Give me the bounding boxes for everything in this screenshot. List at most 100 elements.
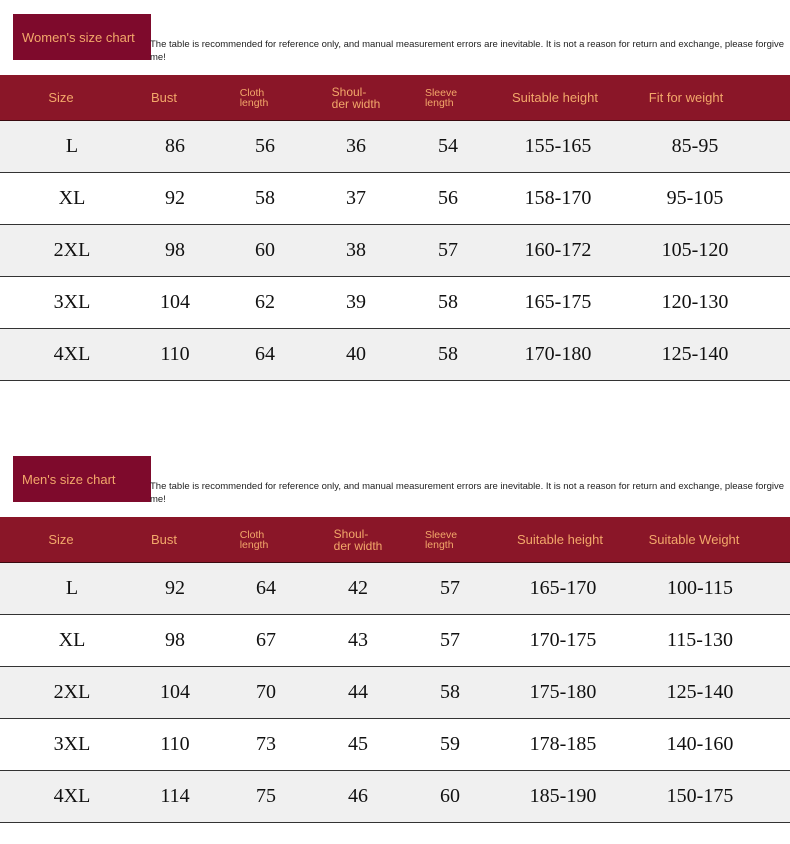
table-cell: 95-105 [666,187,724,209]
table-cell: 98 [165,629,185,651]
table-cell: 150-175 [666,785,734,807]
table-cell: 125-140 [666,681,734,703]
table-cell: 44 [348,681,368,703]
table-row: 2XL 104 70 44 58 175-180 125-140 [0,667,790,719]
table-cell: 98 [165,239,185,261]
column-header: Bust [150,532,178,547]
table-cell: 58 [440,681,460,703]
men-size-chart: Men's size chart The table is recommended… [0,456,790,826]
chart-title: Men's size chart [13,456,151,502]
table-cell: 67 [256,629,276,651]
table-cell: 60 [440,785,460,807]
table-cell: 70 [256,681,276,703]
table-cell: 57 [440,577,460,599]
table-cell: 170-175 [529,629,597,651]
table-cell: 92 [165,577,185,599]
table-cell: 36 [346,135,366,157]
column-header: Size [48,532,74,547]
column-header: Suitable height [516,532,604,547]
table-cell: 105-120 [661,239,729,261]
table-cell: 45 [348,733,368,755]
table-cell: 4XL [53,785,91,807]
table-cell: 110 [160,343,190,365]
table-cell: 178-185 [529,733,597,755]
table-cell: 64 [256,577,276,599]
table-cell: 42 [348,577,368,599]
table-cell: L [65,135,79,157]
table-cell: 175-180 [529,681,597,703]
table-header: Size Bust Cloth length Shoul- der width Slee… [0,517,790,564]
table-cell: 56 [255,135,275,157]
table-row: L 86 56 36 54 155-165 85-95 [0,121,790,173]
table-cell: 57 [438,239,458,261]
table-cell: 46 [348,785,368,807]
table-row: 4XL 114 75 46 60 185-190 150-175 [0,771,790,823]
column-header: Suitable Weight [648,532,740,547]
column-header: Cloth length [239,86,269,109]
table-row: L 92 64 42 57 165-170 100-115 [0,563,790,615]
table-row: 4XL 110 64 40 58 170-180 125-140 [0,329,790,381]
chart-title: Women's size chart [13,14,151,60]
table-cell: 60 [255,239,275,261]
table-row: 3XL 110 73 45 59 178-185 140-160 [0,719,790,771]
table-cell: 115-130 [667,629,733,651]
disclaimer-note: The table is recommended for reference o… [150,39,785,63]
table-cell: 100-115 [667,577,733,599]
table-cell: 2XL [53,239,91,261]
table-cell: 38 [346,239,366,261]
table-cell: 140-160 [666,733,734,755]
table-cell: 40 [346,343,366,365]
table-cell: 110 [160,733,190,755]
table-cell: 43 [348,629,368,651]
column-header: Suitable height [511,90,599,105]
table-cell: XL [58,187,86,209]
table-cell: 58 [438,343,458,365]
table-row: 2XL 98 60 38 57 160-172 105-120 [0,225,790,277]
table-cell: 54 [438,135,458,157]
table-cell: 3XL [53,733,91,755]
table-cell: 59 [440,733,460,755]
table-cell: 62 [255,291,275,313]
column-header: Sleeve length [424,528,458,551]
table-cell: 170-180 [524,343,592,365]
women-size-chart: Women's size chart The table is recommend… [0,14,790,384]
table-cell: XL [58,629,86,651]
table-cell: L [65,577,79,599]
table-cell: 125-140 [661,343,729,365]
table-cell: 120-130 [661,291,729,313]
disclaimer-note: The table is recommended for reference o… [150,481,785,505]
table-cell: 58 [255,187,275,209]
table-cell: 92 [165,187,185,209]
table-cell: 86 [165,135,185,157]
column-header: Shoul- der width [331,84,381,111]
column-header: Cloth length [239,528,269,551]
table-cell: 85-95 [671,135,719,157]
column-header: Sleeve length [424,86,458,109]
table-cell: 64 [255,343,275,365]
table-header: Size Bust Cloth length Shoul- der width Slee… [0,75,790,122]
column-header: Size [48,90,74,105]
table-cell: 160-172 [524,239,592,261]
table-cell: 75 [256,785,276,807]
table-cell: 185-190 [529,785,597,807]
table-cell: 39 [346,291,366,313]
table-cell: 4XL [53,343,91,365]
column-header: Shoul- der width [333,526,383,553]
table-cell: 158-170 [524,187,592,209]
table-cell: 56 [438,187,458,209]
table-cell: 165-175 [524,291,592,313]
table-cell: 57 [440,629,460,651]
table-cell: 3XL [53,291,91,313]
table-row: 3XL 104 62 39 58 165-175 120-130 [0,277,790,329]
table-cell: 73 [256,733,276,755]
table-cell: 155-165 [524,135,592,157]
table-row: XL 92 58 37 56 158-170 95-105 [0,173,790,225]
table-cell: 165-170 [529,577,597,599]
table-cell: 104 [160,291,190,313]
table-cell: 114 [160,785,190,807]
column-header: Bust [150,90,178,105]
table-cell: 58 [438,291,458,313]
table-cell: 37 [346,187,366,209]
column-header: Fit for weight [648,90,724,105]
table-cell: 2XL [53,681,91,703]
